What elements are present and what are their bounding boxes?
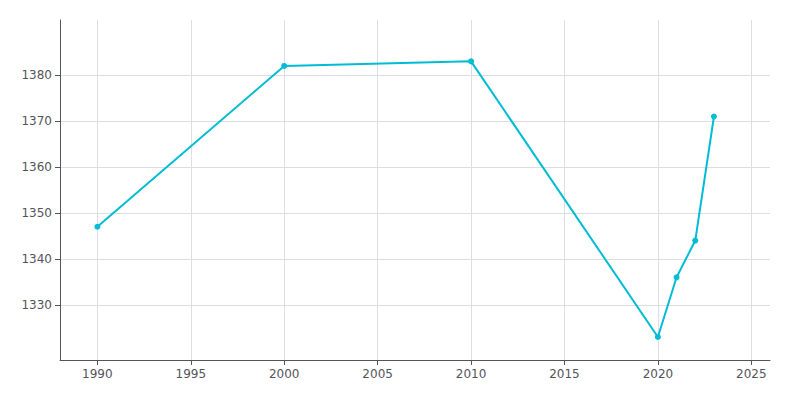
svg-text:2025: 2025	[736, 367, 767, 381]
svg-text:1340: 1340	[21, 252, 52, 266]
svg-text:2000: 2000	[269, 367, 300, 381]
svg-text:1990: 1990	[82, 367, 113, 381]
svg-text:2020: 2020	[643, 367, 674, 381]
svg-text:1350: 1350	[21, 206, 52, 220]
svg-text:2010: 2010	[456, 367, 487, 381]
svg-text:1330: 1330	[21, 298, 52, 312]
svg-text:1360: 1360	[21, 160, 52, 174]
svg-text:1380: 1380	[21, 68, 52, 82]
svg-text:1370: 1370	[21, 114, 52, 128]
svg-text:2005: 2005	[362, 367, 393, 381]
svg-text:2015: 2015	[549, 367, 580, 381]
svg-text:1995: 1995	[176, 367, 207, 381]
